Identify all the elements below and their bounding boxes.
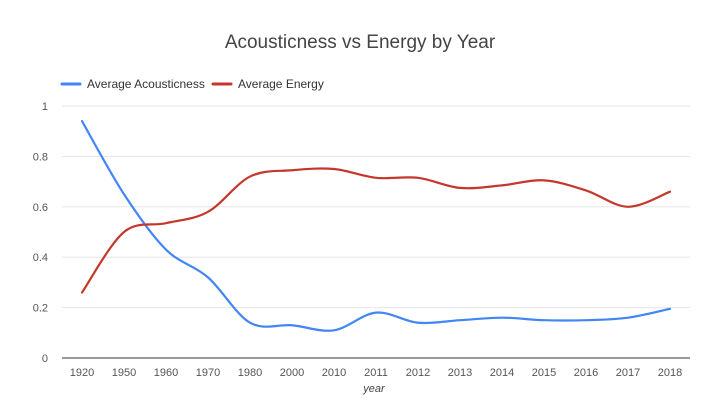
x-axis-title: year xyxy=(362,383,386,395)
y-tick-label: 1 xyxy=(42,101,48,113)
x-tick-label: 2016 xyxy=(574,367,598,379)
x-tick-label: 1960 xyxy=(154,367,178,379)
x-tick-label: 2017 xyxy=(616,367,640,379)
legend: Average Acousticness Average Energy xyxy=(60,77,324,91)
x-tick-label: 1920 xyxy=(70,367,94,379)
series-line-average-acousticness xyxy=(80,120,672,332)
y-tick-label: 0.6 xyxy=(33,202,48,214)
series-layer xyxy=(80,120,672,332)
x-tick-label: 2014 xyxy=(490,367,514,379)
grid xyxy=(62,105,690,309)
x-tick-label: 2012 xyxy=(406,367,430,379)
chart-title: Acousticness vs Energy by Year xyxy=(225,32,496,53)
y-tick-label: 0.2 xyxy=(33,303,48,315)
x-tick-label: 2013 xyxy=(448,367,472,379)
x-tick-label: 2010 xyxy=(322,367,346,379)
y-tick-label: 0.8 xyxy=(33,151,48,163)
legend-label-average-energy: Average Energy xyxy=(238,77,324,91)
x-tick-label: 2000 xyxy=(280,367,304,379)
x-tick-label: 2015 xyxy=(532,367,556,379)
y-axis-ticks: 0 0.2 0.4 0.6 0.8 1 xyxy=(33,101,48,365)
x-tick-label: 2011 xyxy=(364,367,388,379)
legend-label-average-acousticness: Average Acousticness xyxy=(87,77,205,91)
x-axis-ticks: 1920 1950 1960 1970 1980 2000 2010 2011 2012 2013… xyxy=(70,367,682,379)
x-tick-label: 1980 xyxy=(238,367,262,379)
x-tick-label: 1950 xyxy=(112,367,136,379)
y-tick-label: 0 xyxy=(42,353,48,365)
x-tick-label: 1970 xyxy=(196,367,220,379)
series-line-average-energy xyxy=(80,167,672,294)
x-tick-label: 2018 xyxy=(658,367,682,379)
y-tick-label: 0.4 xyxy=(33,252,48,264)
